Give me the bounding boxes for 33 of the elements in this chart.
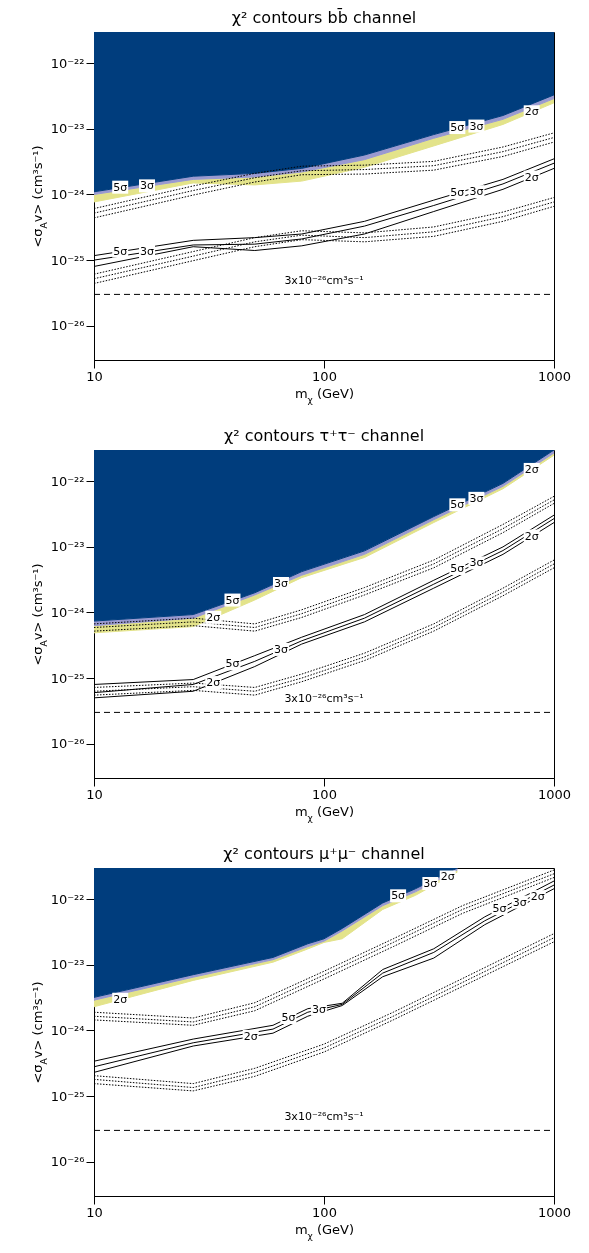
y-tick-label: 10⁻²⁴ (50, 605, 85, 620)
y-tick-label: 10⁻²⁶ (50, 1154, 85, 1170)
y-tick-label: 10⁻²⁵ (50, 670, 85, 686)
y-tick-label: 10⁻²⁵ (50, 1088, 85, 1104)
y-tick-label: 10⁻²⁶ (50, 736, 85, 752)
ref-line-label: 3x10⁻²⁶cm³s⁻¹ (284, 692, 364, 706)
y-tick-label: 10⁻²⁴ (50, 1023, 85, 1038)
x-tick-label: 100 (312, 786, 337, 802)
x-tick-label: 1000 (537, 786, 572, 802)
y-tick-label: 10⁻²² (50, 891, 85, 907)
x-tick-label: 10 (86, 786, 103, 802)
x-tick-label: 100 (312, 1204, 337, 1220)
x-axis-title: m$_{χ}$ (GeV) (294, 803, 355, 823)
ref-line-label: 3x10⁻²⁶cm³s⁻¹ (284, 274, 364, 288)
y-tick-label: 10⁻²³ (50, 539, 85, 555)
ref-line-label: 3x10⁻²⁶cm³s⁻¹ (284, 1110, 364, 1124)
y-tick-label: 10⁻²⁵ (50, 252, 85, 268)
y-tick-label: 10⁻²⁶ (50, 318, 85, 334)
chart-title: χ² contours bb̄ channel (231, 8, 417, 27)
y-tick-label: 10⁻²² (50, 55, 85, 71)
x-tick-label: 1000 (537, 368, 572, 384)
x-tick-label: 10 (86, 1204, 103, 1220)
y-tick-label: 10⁻²³ (50, 957, 85, 973)
chart-title: χ² contours μ⁺μ⁻ channel (223, 844, 425, 863)
x-tick-label: 100 (312, 368, 337, 384)
y-tick-label: 10⁻²⁴ (50, 187, 85, 202)
y-tick-label: 10⁻²³ (50, 121, 85, 137)
x-axis-title: m$_{χ}$ (GeV) (294, 385, 355, 405)
x-tick-label: 1000 (537, 1204, 572, 1220)
chart-title: χ² contours τ⁺τ⁻ channel (223, 426, 425, 445)
y-tick-label: 10⁻²² (50, 473, 85, 489)
x-axis-title: m$_{χ}$ (GeV) (294, 1221, 355, 1241)
x-tick-label: 10 (86, 368, 103, 384)
